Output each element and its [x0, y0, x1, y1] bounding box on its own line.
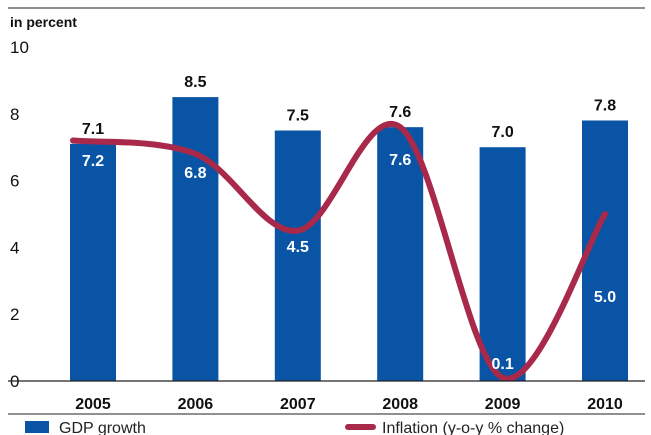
y-tick-label: 4 [10, 238, 19, 257]
x-tick-label: 2006 [178, 396, 214, 413]
gdp-bar-value-label: 7.1 [82, 121, 104, 138]
inflation-line-group [70, 121, 608, 382]
inflation-value-label: 7.6 [389, 152, 411, 169]
gdp-bar-value-label: 7.0 [491, 124, 513, 141]
gdp-bar-value-label: 7.5 [287, 108, 309, 125]
x-tick-label: 2005 [75, 396, 111, 413]
inflation-line [70, 121, 608, 382]
x-tick-label: 2010 [587, 396, 623, 413]
x-tick-label: 2009 [485, 396, 521, 413]
inflation-value-label: 0.1 [491, 356, 513, 373]
x-tick-label: 2007 [280, 396, 316, 413]
gdp-bar [70, 143, 116, 381]
y-tick-label: 8 [10, 105, 19, 124]
gdp-bar-value-label: 7.6 [389, 104, 411, 121]
inflation-value-label: 6.8 [184, 165, 206, 182]
legend-swatch-gdp [25, 421, 49, 433]
legend-label-inflation: Inflation (y-o-y % change) [382, 420, 564, 435]
y-tick-label: 10 [10, 38, 29, 57]
gdp-bar [172, 97, 219, 381]
gdp-bar-labels: 7.1 8.5 7.5 7.6 7.0 7.8 [82, 74, 616, 141]
gdp-bars [70, 97, 628, 381]
inflation-value-label: 5.0 [594, 289, 616, 306]
gdp-bar [377, 127, 424, 381]
y-tick-label: 6 [10, 172, 19, 191]
gdp-bar-value-label: 8.5 [184, 74, 206, 91]
x-tick-label: 2008 [382, 396, 418, 413]
x-axis-ticks: 2005 2006 2007 2008 2009 2010 [75, 396, 623, 413]
inflation-labels: 7.2 6.8 4.5 7.6 0.1 5.0 [82, 152, 616, 373]
inflation-value-label: 4.5 [287, 239, 309, 256]
inflation-value-label: 7.2 [82, 153, 104, 170]
gdp-bar [479, 147, 526, 381]
unit-label: in percent [10, 14, 77, 30]
gdp-bar [274, 130, 321, 381]
gdp-bar-value-label: 7.8 [594, 97, 616, 114]
y-tick-label: 2 [10, 305, 19, 324]
legend: GDP growth Inflation (y-o-y % change) [25, 420, 564, 435]
legend-label-gdp: GDP growth [59, 420, 146, 435]
